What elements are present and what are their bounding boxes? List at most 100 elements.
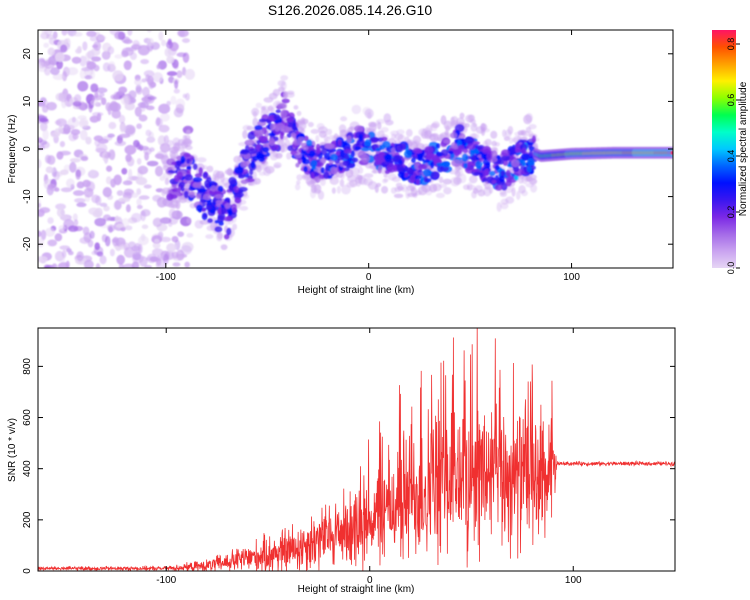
heatmap-cell [138,195,150,200]
heatmap-cell [381,161,389,167]
heatmap-cell [471,168,481,173]
heatmap-cell [381,140,391,148]
colorbar-tick-label: 0.0 [726,262,736,275]
heatmap-cell [521,147,527,154]
heatmap-cell [517,130,525,136]
heatmap-cell [262,146,270,153]
heatmap-cell [168,221,173,228]
heatmap-cell [512,165,520,173]
heatmap-cell [247,148,258,155]
heatmap-cell [517,173,524,184]
x-tick-label: 100 [565,575,582,586]
heatmap-cell [509,146,516,155]
heatmap-cell [471,154,476,164]
heatmap-cell [160,236,172,243]
heatmap-cell [73,31,83,37]
heatmap-cell [173,174,181,182]
heatmap-cell [417,163,427,170]
y-tick-label: 10 [22,95,33,107]
heatmap-cell [42,129,49,141]
heatmap-cell [85,52,92,61]
heatmap-cell [399,143,407,150]
heatmap-cell [490,130,498,139]
heatmap-cell [277,80,286,87]
heatmap-cell [454,124,465,133]
heatmap-cell [123,39,133,44]
colorbar-tick-label: 0.2 [726,206,736,219]
heatmap-cell [296,110,302,116]
heatmap-cell [228,184,234,192]
heatmap-cell [114,199,122,210]
heatmap-cell [146,30,152,33]
heatmap-cell [198,167,203,175]
heatmap-cell [134,106,142,117]
heatmap-cell [324,136,331,145]
y-tick-label: -20 [22,237,33,252]
x-tick-label: 100 [563,272,580,283]
heatmap-cell [44,227,56,237]
heatmap-cell [513,147,521,153]
heatmap-cell [384,169,390,175]
heatmap-cell [433,136,443,142]
colorbar: 0.0 0.2 0.4 0.6 0.8 Normalized spectral ampl… [712,30,749,274]
heatmap-cell [155,118,163,127]
heatmap-cell [145,129,152,137]
heatmap-cell [62,71,68,82]
heatmap-cell [330,153,338,161]
heatmap-cell [111,109,121,119]
colorbar-tick-label: 0.8 [726,38,736,51]
heatmap-cell [296,174,303,181]
heatmap-cell [297,157,302,165]
heatmap-cell [123,124,136,135]
heatmap-cell [95,263,101,268]
heatmap-cell [316,123,325,130]
snr-panel: -100 0 100 0 200 400 600 800 Height of straight… [7,327,676,595]
heatmap-cell [76,181,85,189]
heatmap-cell [166,243,177,253]
heatmap-cell [463,161,468,169]
heatmap-cell [309,188,317,199]
heatmap-cell [195,193,202,199]
heatmap-cell [318,130,327,138]
heatmap-cell [410,187,418,197]
heatmap-cell [306,180,315,187]
heatmap-cell [142,86,150,98]
heatmap-cell [347,175,357,183]
heatmap-cell [145,256,157,261]
heatmap-cell [54,233,63,242]
heatmap-cell [383,173,388,178]
heatmap-cell [500,198,509,205]
heatmap-cell [178,181,186,188]
heatmap-cell [286,152,292,160]
heatmap-cell [670,150,673,156]
heatmap-cell [431,133,439,138]
heatmap-cell [94,242,101,251]
heatmap-cell [329,176,339,185]
heatmap-cell [451,159,462,167]
heatmap-cell [317,190,325,200]
heatmap-cell [211,182,218,187]
heatmap-cell [50,131,60,138]
heatmap-cell [461,153,469,162]
heatmap-cell [381,136,388,142]
heatmap-cell [173,210,182,218]
heatmap-cell [323,143,333,150]
heatmap-cell [494,164,500,171]
heatmap-cell [375,182,382,188]
heatmap-cell [164,47,172,57]
heatmap-cell [441,149,449,157]
heatmap-cell [45,166,54,174]
heatmap-cell [286,90,295,95]
heatmap-cell [526,165,532,173]
heatmap-cell [291,132,296,138]
heatmap-cell [310,171,315,179]
heatmap-cell [60,187,73,193]
heatmap-cell [422,159,431,163]
heatmap-cell [47,47,55,56]
heatmap-cell [377,165,382,174]
heatmap-cell [326,128,333,135]
heatmap-cell [240,179,249,185]
heatmap-cell [306,139,313,147]
heatmap-cell [166,193,174,201]
heatmap-cell [242,161,248,167]
